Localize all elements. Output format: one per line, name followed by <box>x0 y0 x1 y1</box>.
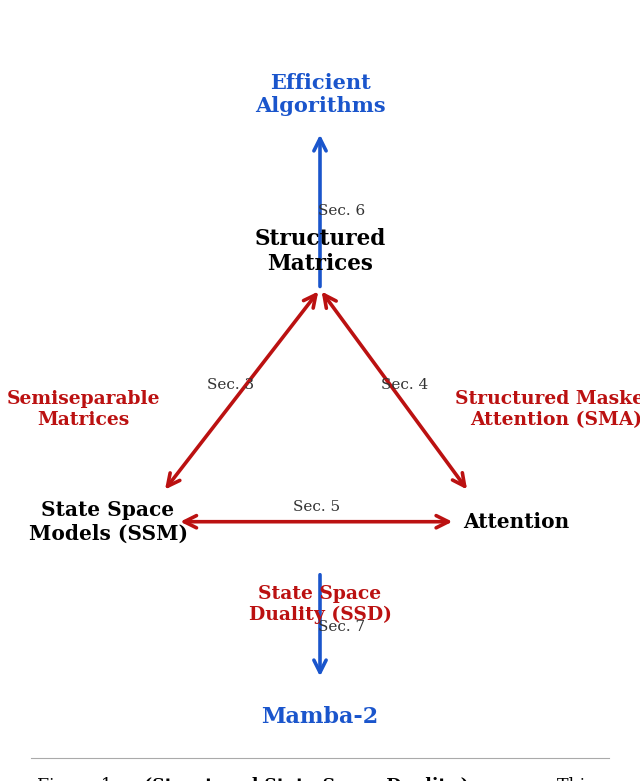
Text: Efficient
Algorithms: Efficient Algorithms <box>255 73 385 116</box>
Text: Sec. 7: Sec. 7 <box>318 619 365 633</box>
Text: Mamba-2: Mamba-2 <box>261 706 379 728</box>
Text: State Space
Models (SSM): State Space Models (SSM) <box>29 500 188 544</box>
Text: Structured Masked
Attention (SMA): Structured Masked Attention (SMA) <box>456 390 640 429</box>
Text: Structured
Matrices: Structured Matrices <box>254 228 386 276</box>
Text: Sec. 3: Sec. 3 <box>207 377 255 391</box>
Text: State Space
Duality (SSD): State Space Duality (SSD) <box>248 585 392 624</box>
Text: Figure 1:: Figure 1: <box>37 776 124 781</box>
Text: Sec. 4: Sec. 4 <box>381 377 428 391</box>
Text: Sec. 5: Sec. 5 <box>292 500 340 514</box>
Text: (Structured State-Space Duality.): (Structured State-Space Duality.) <box>144 776 469 781</box>
Text: Semiseparable
Matrices: Semiseparable Matrices <box>6 390 160 429</box>
Text: Sec. 6: Sec. 6 <box>318 204 365 218</box>
Text: Attention: Attention <box>463 512 570 532</box>
Text: This paper: This paper <box>547 776 640 781</box>
